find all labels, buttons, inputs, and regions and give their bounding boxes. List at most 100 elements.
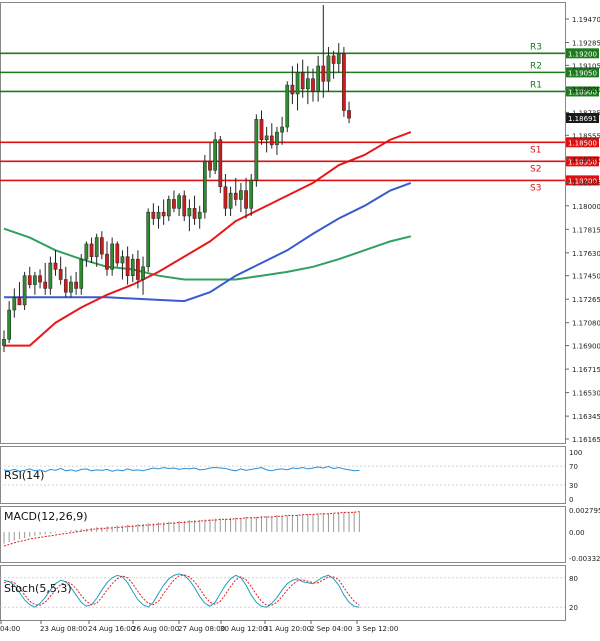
ma-fast-line	[4, 131, 412, 347]
candle-down	[58, 269, 63, 280]
macd-signal-line	[3, 511, 360, 547]
stoch-panel: Stoch(5,5,3) 80 20	[0, 573, 578, 612]
ma-mid-series	[4, 181, 412, 303]
time-tick-label: 30 Aug 12:00	[220, 625, 267, 633]
panel-frames	[0, 2, 566, 621]
candle-up	[141, 266, 145, 280]
candle-down	[172, 199, 176, 209]
candle-down	[53, 262, 58, 270]
level-name-s3: S3	[530, 183, 541, 193]
ma-slow-line	[3, 227, 412, 281]
candle-up	[326, 55, 331, 82]
panel-frame	[0, 565, 566, 621]
price-tick-label: 1.19285	[572, 40, 600, 48]
price-tick-label: 1.16165	[572, 436, 600, 444]
candle-up	[79, 258, 84, 289]
candle-down	[136, 258, 140, 280]
price-tick-label: 1.19105	[572, 62, 600, 70]
candle-up	[239, 190, 243, 200]
candles	[2, 5, 351, 352]
time-tick-label: 27 Aug 08:00	[178, 625, 225, 633]
candle-down	[347, 110, 351, 119]
price-tick-label: 1.18555	[572, 132, 600, 140]
candle-down	[161, 211, 166, 217]
candle-down	[300, 72, 305, 90]
price-tick-label: 1.16345	[572, 413, 600, 421]
candle-up	[33, 275, 37, 285]
rsi-tick-label: 0	[569, 496, 573, 504]
rsi-panel: RSI(14) 100 70 30 0	[0, 449, 582, 504]
price-tick-label: 1.18000	[572, 203, 600, 211]
candle-down	[115, 243, 120, 264]
rsi-line	[3, 466, 360, 473]
time-tick-label: 2 Sep 04:00	[310, 625, 352, 633]
ma-slow-series	[3, 227, 412, 281]
candle-up	[146, 211, 151, 268]
time-tick-label: 04:00	[0, 625, 20, 633]
price-tick-label: 1.17630	[572, 250, 600, 258]
candle-up	[84, 243, 89, 260]
price-tick-label: 1.18370	[572, 156, 600, 164]
candle-up	[12, 297, 17, 311]
candle-down	[17, 297, 22, 306]
candle-down	[259, 119, 264, 140]
candle-up	[197, 211, 202, 219]
candle-up	[177, 195, 181, 209]
candle-down	[182, 195, 187, 217]
level-tag-bg	[566, 175, 599, 186]
candle-down	[105, 253, 109, 270]
candle-up	[336, 53, 341, 64]
candle-up	[94, 237, 99, 257]
price-tick-label: 1.18185	[572, 179, 600, 187]
time-tick-label: 23 Aug 08:00	[40, 625, 87, 633]
level-tag-s2: 1.18350	[568, 158, 597, 166]
candle-up	[130, 258, 135, 276]
time-tick-label: 3 Sep 12:00	[356, 625, 398, 633]
candle-down	[269, 135, 274, 146]
price-tick-label: 1.16715	[572, 366, 600, 374]
level-tag-bg	[566, 86, 599, 97]
candle-up	[254, 119, 259, 181]
panel-frame	[0, 2, 566, 444]
macd-panel: MACD(12,26,9) 0.002795 0.00 -0.003328	[3, 507, 600, 563]
macd-tick-label: -0.003328	[569, 555, 600, 563]
level-tag-r3: 1.19200	[568, 50, 597, 58]
macd-label: MACD(12,26,9)	[4, 510, 88, 523]
price-tick-label: 1.17450	[572, 273, 600, 281]
stoch-tick-label: 80	[569, 575, 578, 583]
stoch-tick-label: 20	[569, 604, 578, 612]
level-name-r3: R3	[530, 42, 542, 52]
candle-down	[233, 192, 238, 200]
candle-up	[285, 84, 290, 128]
pivot-levels: R3 1.19200 R2 1.19050 R1 1.18900 S1 1.18500 S2 1.…	[0, 42, 599, 193]
candle-down	[223, 186, 228, 209]
price-tick-label: 1.17080	[572, 320, 600, 328]
current-price-tag: 1.18691	[568, 115, 597, 123]
level-tag-bg	[566, 156, 599, 167]
candle-down	[125, 256, 130, 276]
candle-down	[331, 55, 336, 64]
candle-down	[321, 65, 326, 82]
candle-up	[213, 139, 218, 171]
rsi-tick-label: 30	[569, 482, 578, 490]
level-name-r2: R2	[530, 61, 542, 71]
candle-up	[275, 131, 279, 146]
candle-down	[27, 275, 32, 285]
candle-up	[156, 211, 161, 219]
price-tick-label: 1.16530	[572, 390, 600, 398]
time-tick-label: 26 Aug 00:00	[132, 625, 179, 633]
panel-frame	[0, 506, 566, 563]
level-name-s1: S1	[530, 145, 541, 155]
candle-down	[100, 237, 104, 255]
candle-down	[244, 190, 248, 209]
candle-up	[306, 78, 310, 90]
level-name-r1: R1	[530, 80, 542, 90]
time-tick-label: 24 Aug 16:00	[88, 625, 135, 633]
candle-up	[166, 199, 171, 217]
time-tick-label: 31 Aug 20:00	[264, 625, 311, 633]
level-name-s2: S2	[530, 164, 541, 174]
candle-up	[48, 262, 53, 289]
level-tag-s1: 1.18500	[568, 139, 597, 147]
candle-up	[295, 72, 300, 95]
